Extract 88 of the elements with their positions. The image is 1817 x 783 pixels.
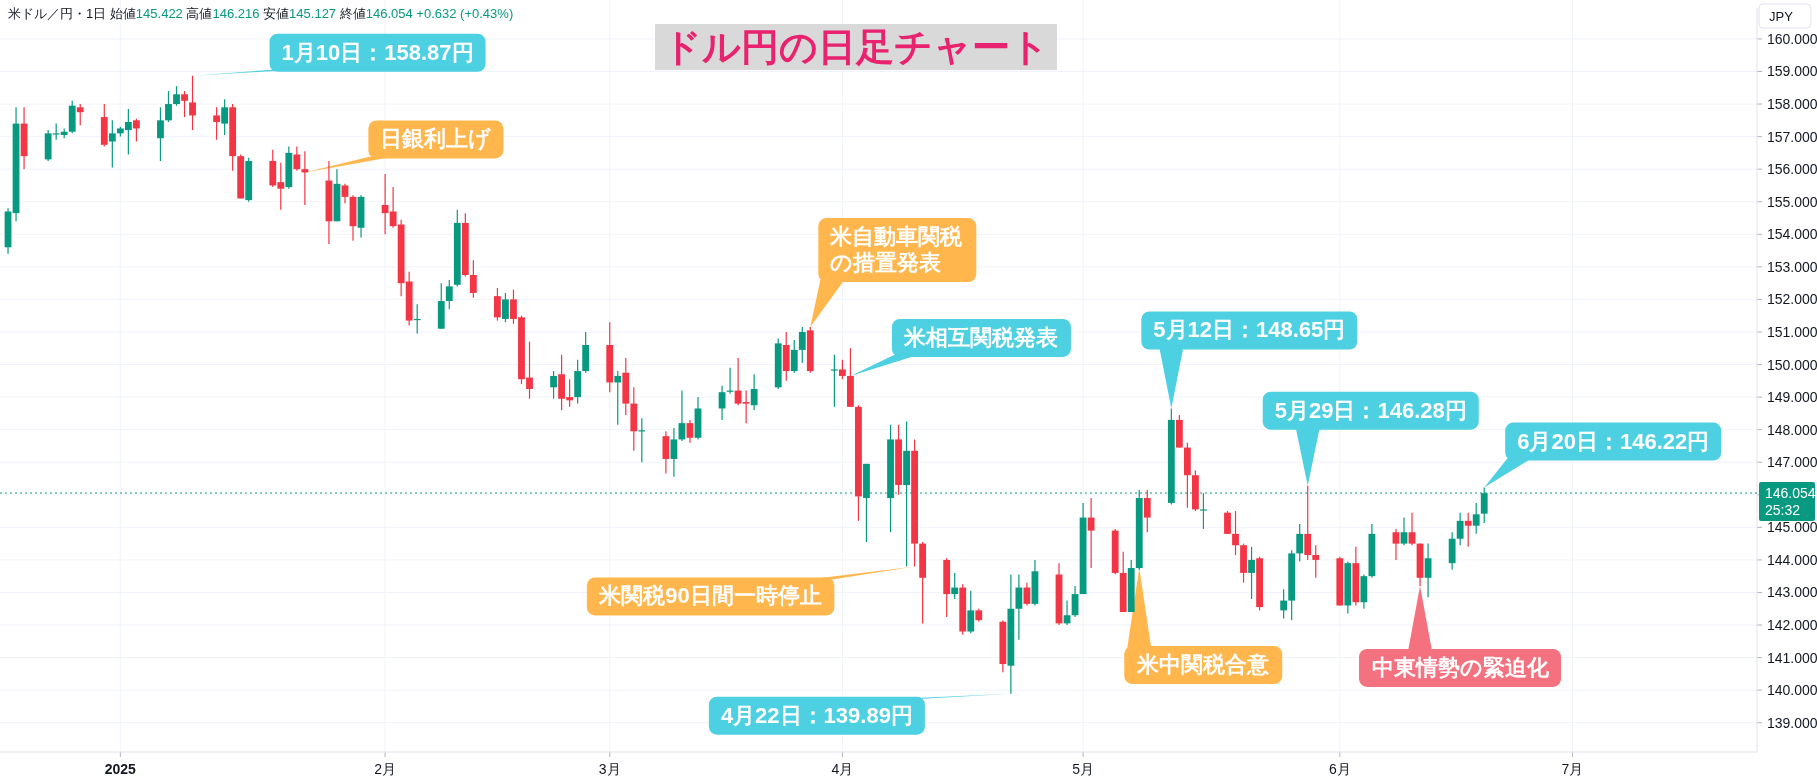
y-tick-label: 141.000 (1767, 649, 1817, 666)
candlestick (132, 118, 140, 143)
candlestick (670, 427, 678, 478)
candlestick (1400, 516, 1408, 546)
y-tick-label: 145.000 (1767, 519, 1817, 536)
x-tick-label: 3月 (598, 761, 621, 777)
annotation: 米関税90日間一時停止 (598, 583, 822, 609)
candlestick (221, 98, 229, 136)
candlestick (157, 106, 164, 162)
annotation: 米自動車関税の措置発表 (829, 224, 964, 276)
candlestick (1087, 497, 1095, 569)
y-axis-title: JPY (1769, 9, 1794, 24)
x-tick-label: 6月 (1328, 761, 1351, 777)
y-tick-label: 154.000 (1767, 226, 1817, 243)
y-tick-label: 156.000 (1767, 161, 1817, 178)
candlestick (76, 103, 84, 126)
annotation: 日銀利上げ (380, 126, 492, 152)
candlestick (1015, 573, 1023, 641)
x-tick-label: 7月 (1561, 761, 1584, 777)
candlestick (108, 119, 116, 169)
y-tick-label: 152.000 (1767, 291, 1817, 308)
candlestick (967, 590, 975, 634)
x-tick-label: 4月 (831, 761, 854, 777)
candlestick (1232, 510, 1239, 556)
candlestick (213, 106, 221, 141)
candlestick (951, 572, 959, 600)
candlestick (1248, 546, 1255, 600)
candlestick (189, 75, 196, 131)
x-tick-label: 2025 (104, 761, 137, 777)
candlestick (181, 90, 188, 118)
candlestick (1280, 588, 1288, 620)
candlestick (1304, 485, 1312, 561)
candlestick (1392, 528, 1400, 561)
candlestick (494, 287, 501, 322)
candlestick (1408, 512, 1416, 546)
annotation: 1月10日：158.87円 (281, 39, 474, 65)
candlestick (1456, 512, 1464, 546)
y-tick-label: 159.000 (1767, 63, 1817, 80)
y-tick-label: 160.000 (1767, 30, 1817, 47)
y-tick-label: 147.000 (1767, 454, 1817, 471)
candlestick (638, 417, 646, 463)
text: 米ドル／円・1日 始値145.422 高値146.216 安値145.127 終値146.054 +0.632 (+0.43%) (8, 6, 514, 21)
candlestick (1296, 523, 1304, 563)
y-tick-label: 153.000 (1767, 258, 1817, 275)
candlestick (838, 359, 846, 380)
title: ドル円の日足チャート (655, 24, 1057, 70)
x-tick-label: 5月 (1072, 761, 1094, 777)
y-tick-label: 143.000 (1767, 584, 1817, 601)
candlestick (830, 354, 838, 408)
candlestick (1312, 544, 1320, 579)
y-tick-label: 150.000 (1767, 356, 1817, 373)
candlestick (1472, 502, 1480, 535)
x-tick-label: 2月 (374, 761, 396, 777)
candlestick (550, 370, 557, 400)
candlestick (1464, 512, 1472, 548)
candlestick (662, 430, 670, 475)
annotation: 6月20日：146.22円 (1517, 428, 1710, 454)
annotation: 米中関税合意 (1136, 652, 1271, 678)
candlestick (165, 90, 172, 123)
candlestick (1143, 489, 1151, 533)
annotation: 4月22日：139.89円 (720, 702, 913, 728)
candlestick (341, 183, 349, 204)
candlestick (173, 85, 180, 107)
candlestick (750, 373, 758, 411)
y-tick-label: 140.000 (1767, 682, 1817, 699)
candlestick (301, 150, 309, 206)
y-tick-label: 148.000 (1767, 421, 1817, 438)
candlestick (1424, 543, 1432, 598)
candlestick (686, 419, 694, 444)
y-tick-label: 155.000 (1767, 193, 1817, 210)
candlestick (614, 370, 622, 426)
y-tick-label: 151.000 (1767, 323, 1817, 340)
annotation: 中東情勢の緊迫化 (1371, 654, 1550, 680)
candlestick (798, 326, 806, 364)
y-tick-label: 149.000 (1767, 389, 1817, 406)
y-tick-label: 144.000 (1767, 551, 1817, 568)
candlestick (1224, 510, 1231, 535)
annotation: 5月12日：148.65円 (1153, 317, 1346, 343)
candlestick (445, 279, 453, 310)
y-tick-label: 158.000 (1767, 96, 1817, 113)
candlestick (293, 145, 301, 172)
candlestick (790, 339, 798, 374)
ref-line-label: 146.054 25:32 (1765, 485, 1816, 519)
y-tick-label: 157.000 (1767, 128, 1817, 145)
y-tick-label: 139.000 (1767, 714, 1817, 731)
candlestick (502, 292, 509, 323)
candlestick (469, 259, 477, 299)
y-tick-label: 142.000 (1767, 617, 1817, 634)
